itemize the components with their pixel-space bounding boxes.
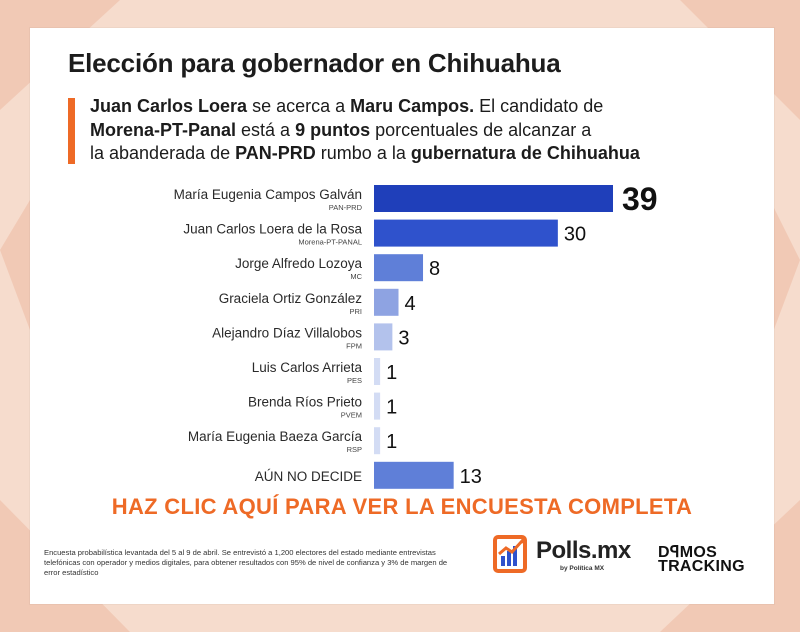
lead-line2-run-0: Morena-PT-Panal	[90, 119, 237, 140]
lead-line-2: Morena-PT-Panal está a 9 puntos porcentu…	[90, 119, 770, 143]
demos-wordmark: DꟼMOS	[658, 544, 718, 561]
party-label-3: PRI	[349, 307, 362, 316]
lead-line2-run-3: porcentuales de alcanzar a	[370, 119, 592, 140]
party-label-5: PES	[347, 376, 362, 385]
polls-mx-logo: Polls.mx by Política MX	[492, 532, 632, 582]
lead-line3-run-1: PAN-PRD	[235, 143, 316, 163]
party-label-4: FPM	[346, 341, 362, 350]
party-label-1: Morena-PT-PANAL	[298, 238, 362, 247]
lead-line1-run-3: El candidato de	[474, 96, 604, 116]
candidate-label-2: Jorge Alfredo Lozoya	[235, 256, 362, 271]
party-label-7: RSP	[347, 445, 362, 454]
candidate-label-3: Graciela Ortiz González	[219, 291, 363, 306]
candidate-label-8: AÚN NO DECIDE	[255, 469, 362, 484]
bar-2	[374, 254, 424, 282]
tracking-wordmark: TRACKING	[658, 558, 745, 575]
value-label-5: 1	[386, 362, 397, 384]
candidate-label-6: Brenda Ríos Prieto	[248, 395, 362, 410]
methodology-note: Encuesta probabilística levantada del 5 …	[44, 548, 448, 577]
party-label-0: PAN-PRD	[329, 203, 363, 212]
party-label-2: MC	[350, 272, 362, 281]
value-label-2: 8	[429, 258, 440, 280]
bar-5	[374, 358, 381, 385]
bar-8	[374, 461, 454, 489]
page-title: Elección para gobernador en Chihuahua	[68, 48, 561, 78]
view-full-survey-link[interactable]: HAZ CLIC AQUÍ PARA VER LA ENCUESTA COMPL…	[111, 494, 693, 519]
candidate-label-1: Juan Carlos Loera de la Rosa	[183, 222, 362, 237]
bar-4	[374, 323, 393, 351]
candidate-label-0: María Eugenia Campos Galván	[174, 187, 362, 202]
lead-line-3: la abanderada de PAN-PRD rumbo a la gube…	[90, 142, 770, 166]
bar-6	[374, 392, 381, 420]
value-label-7: 1	[386, 431, 397, 453]
candidate-label-5: Luis Carlos Arrieta	[252, 360, 363, 375]
lead-line3-run-0: la abanderada de	[90, 143, 236, 163]
bar-0	[374, 185, 613, 212]
bar-7	[374, 427, 381, 455]
lead-accent-bar	[68, 98, 75, 164]
value-label-3: 4	[405, 293, 416, 315]
lead-line3-run-3: gubernatura de Chihuahua	[410, 143, 640, 163]
polls-mx-wordmark: Polls.mx	[536, 537, 631, 564]
polls-mx-byline: by Política MX	[560, 565, 605, 572]
value-label-8: 13	[460, 466, 482, 488]
lead-line2-run-2: 9 puntos	[295, 119, 371, 140]
chart-trend-icon	[493, 535, 527, 573]
lead-line1-run-2: Maru Campos.	[350, 96, 475, 116]
candidate-label-4: Alejandro Díaz Villalobos	[212, 325, 362, 340]
lead-line3-run-2: rumbo a la	[315, 143, 411, 163]
party-label-6: PVEM	[341, 411, 362, 420]
lead-line2-run-1: está a	[236, 119, 296, 140]
value-label-1: 30	[564, 224, 586, 246]
value-label-0: 39	[622, 181, 658, 217]
lead-line-1: Juan Carlos Loera se acerca a Maru Campo…	[90, 95, 770, 119]
demos-tracking-logo: DꟼMOS TRACKING	[658, 542, 758, 582]
infographic-card: Elección para gobernador en Chihuahua Ju…	[30, 28, 774, 604]
bar-3	[374, 288, 399, 316]
candidate-label-7: María Eugenia Baeza García	[188, 429, 363, 444]
value-label-4: 3	[398, 327, 409, 349]
lead-line1-run-0: Juan Carlos Loera	[90, 96, 248, 116]
bar-1	[374, 219, 558, 247]
value-label-6: 1	[386, 397, 397, 419]
lead-paragraph: Juan Carlos Loera se acerca a Maru Campo…	[90, 95, 770, 166]
lead-line1-run-1: se acerca a	[247, 96, 351, 116]
